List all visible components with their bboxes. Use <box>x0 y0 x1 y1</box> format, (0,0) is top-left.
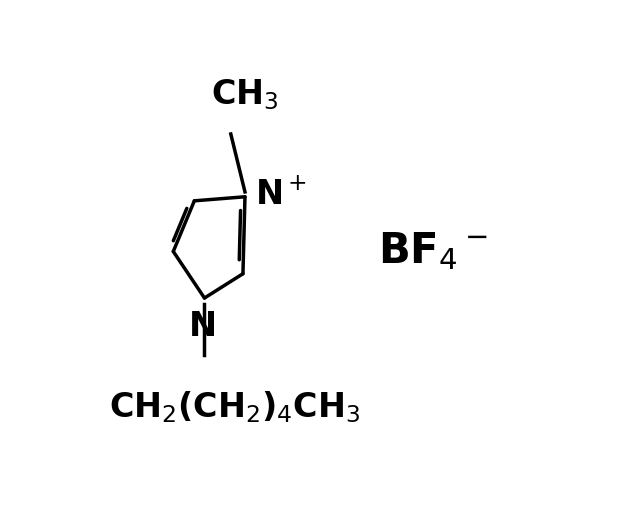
Text: CH$_3$: CH$_3$ <box>211 77 279 112</box>
Text: N$^+$: N$^+$ <box>255 178 307 211</box>
Text: N: N <box>188 310 216 343</box>
Text: CH$_2$(CH$_2$)$_4$CH$_3$: CH$_2$(CH$_2$)$_4$CH$_3$ <box>109 389 360 425</box>
Text: BF$_4$$^-$: BF$_4$$^-$ <box>378 230 488 272</box>
